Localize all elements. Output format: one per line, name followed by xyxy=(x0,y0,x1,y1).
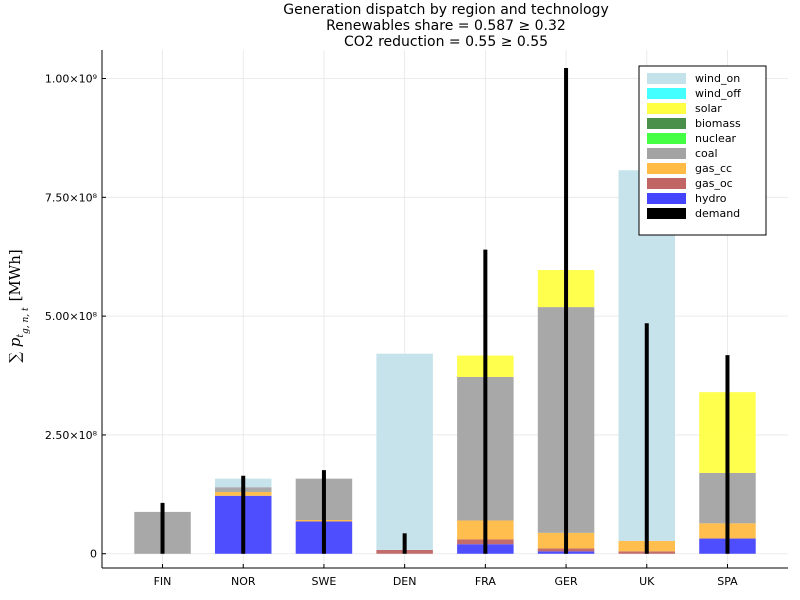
y-tick-label: 0 xyxy=(90,548,97,561)
y-axis-label-sup: g, n, t xyxy=(21,307,31,334)
legend-swatch-hydro xyxy=(647,193,686,204)
y-axis-label-sum: ∑ p xyxy=(6,337,24,362)
legend-label-hydro: hydro xyxy=(695,192,727,205)
legend-label-biomass: biomass xyxy=(695,117,741,130)
legend-label-solar: solar xyxy=(695,102,722,115)
legend-label-demand: demand xyxy=(695,207,740,220)
legend-label-nuclear: nuclear xyxy=(695,132,737,145)
x-tick-label: FIN xyxy=(154,575,172,588)
legend-swatch-gas_cc xyxy=(647,163,686,174)
title-line-3: CO2 reduction = 0.55 ≥ 0.55 xyxy=(344,34,548,50)
legend-label-coal: coal xyxy=(695,147,718,160)
demand-lines xyxy=(160,68,730,554)
y-axis-label: ∑ ptg, n, t [MWh] xyxy=(6,249,31,362)
y-tick-label: 5.00×10⁸ xyxy=(45,310,98,323)
y-axis-label-sub: t xyxy=(16,334,26,338)
legend-swatch-demand xyxy=(647,208,686,219)
legend-swatch-coal xyxy=(647,148,686,159)
legend-swatch-wind_on xyxy=(647,73,686,84)
legend-label-gas_cc: gas_cc xyxy=(695,162,732,175)
y-tick-label: 2.50×10⁸ xyxy=(45,429,98,442)
svg-text:∑ ptg, n, t[MWh]: ∑ ptg, n, t [MWh] xyxy=(6,249,31,362)
x-tick-labels: FIN NOR SWE DEN FRA GER UK SPA xyxy=(154,575,739,588)
legend-swatch-wind_off xyxy=(647,88,686,99)
legend-label-wind_on: wind_on xyxy=(695,72,740,85)
x-tick-label: GER xyxy=(554,575,577,588)
x-tick-label: NOR xyxy=(231,575,256,588)
legend-label-gas_oc: gas_oc xyxy=(695,177,733,190)
y-tick-label: 7.50×10⁸ xyxy=(45,191,98,204)
x-tick-label: FRA xyxy=(475,575,497,588)
legend-swatch-gas_oc xyxy=(647,178,686,189)
x-tick-label: SPA xyxy=(717,575,738,588)
bar-wind_on-den xyxy=(376,353,433,550)
y-axis-label-unit: [MWh] xyxy=(6,249,24,301)
y-tick-labels: 0 2.50×10⁸ 5.00×10⁸ 7.50×10⁸ 1.00×10⁹ xyxy=(45,73,98,561)
legend-swatch-biomass xyxy=(647,118,686,129)
x-tick-label: UK xyxy=(639,575,655,588)
title-line-1: Generation dispatch by region and techno… xyxy=(283,2,608,18)
y-tick-label: 1.00×10⁹ xyxy=(45,73,97,86)
legend-label-wind_off: wind_off xyxy=(695,87,741,100)
x-tick-label: DEN xyxy=(393,575,417,588)
x-tick-label: SWE xyxy=(312,575,337,588)
axes xyxy=(101,50,788,569)
legend-swatch-solar xyxy=(647,103,686,114)
legend-swatch-nuclear xyxy=(647,133,686,144)
chart-title: Generation dispatch by region and techno… xyxy=(283,2,608,50)
title-line-2: Renewables share = 0.587 ≥ 0.32 xyxy=(326,18,566,34)
